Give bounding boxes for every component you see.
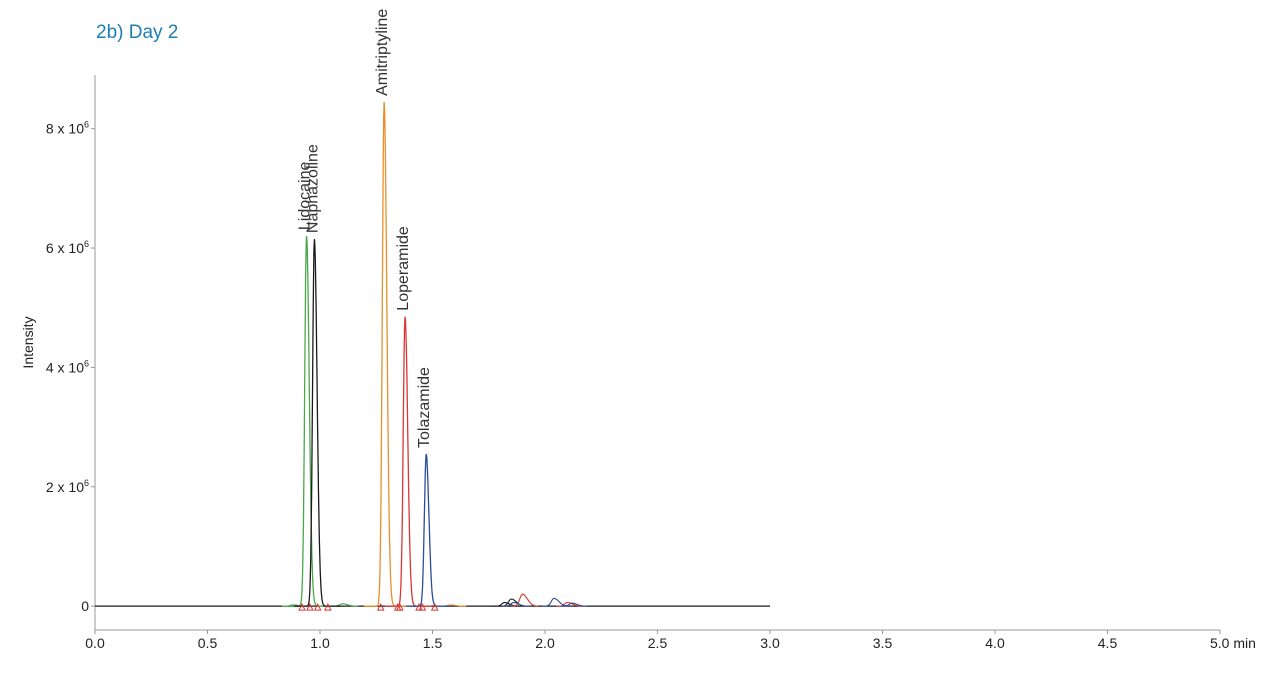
y-tick-label: 2 x 106 [46,478,89,495]
peak-label-loperamide: Loperamide [395,226,412,311]
y-tick-label: 0 [81,598,89,614]
x-tick-label: 3.5 [873,635,893,651]
integration-marker [376,603,385,611]
integration-marker [298,603,306,611]
figure-title: 2b) Day 2 [96,22,179,43]
minor-peak [542,597,570,607]
trace-amitriptyline [363,101,411,607]
x-tick-label: 4.0 [985,635,1005,651]
trace-naphazoline [294,239,341,607]
x-tick-label: 3.0 [760,635,780,651]
x-tick-label: 2.0 [535,635,555,651]
x-tick-label: 0.0 [85,635,105,651]
trace-loperamide [384,316,432,607]
integration-marker [430,603,439,611]
peak-label-lidocaine: Lidocaine [297,161,314,230]
minor-peak [560,602,588,607]
traces [95,101,770,607]
x-tick-label: 0.5 [198,635,218,651]
y-tick-label: 8 x 106 [46,120,89,137]
y-tick-label: 4 x 106 [46,358,89,375]
x-tick-label: 1.0 [310,635,330,651]
peak-label-naphazoline: Naphazoline [304,144,321,233]
x-tick-label: 4.5 [1098,635,1118,651]
trace-lidocaine [286,236,334,607]
y-axis-title: Intensity [20,316,36,368]
axes: 0.0 0.5 1.0 1.5 2.0 2.5 3.0 3.5 4.0 4.5 5.0 min 0 2 … [20,75,1256,651]
integration-marker [313,603,322,611]
minor-peak [511,593,539,607]
peak-label-amitriptyline: Amitriptyline [374,9,391,96]
peak-label-tolazamide: Tolazamide [416,367,433,448]
x-tick-label: 5.0 min [1210,635,1256,651]
integration-marker [324,603,332,611]
integration-marker [418,603,427,611]
integration-marker [396,603,404,611]
minor-peak [556,602,583,607]
integration-markers [298,603,439,611]
trace-tolazamide [405,453,454,607]
y-tick-label: 6 x 106 [46,239,89,256]
minor-peak [502,602,530,607]
x-tick-label: 2.5 [648,635,668,651]
x-tick-label: 1.5 [423,635,443,651]
integration-marker [306,603,314,611]
